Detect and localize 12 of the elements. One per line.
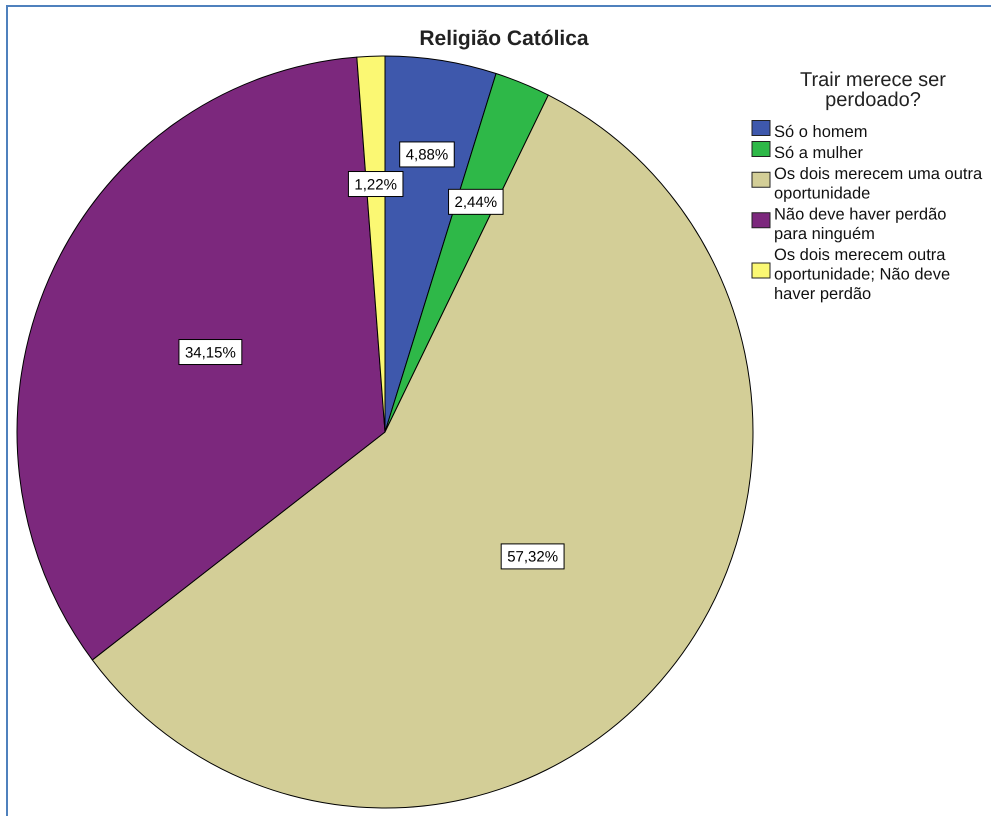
legend-label: Não deve haver perdão para ninguém bbox=[774, 206, 946, 243]
legend-label: Os dois merecem outra oportunidade; Não deve haver perdão bbox=[774, 246, 950, 303]
data-label: 1,22% bbox=[354, 176, 397, 194]
chart-title: Religião Católica bbox=[419, 27, 589, 50]
data-label: 34,15% bbox=[184, 344, 236, 362]
legend-label: Só a mulher bbox=[774, 144, 864, 162]
data-label: 2,44% bbox=[454, 194, 498, 212]
legend-title: Trair merece ser perdoado? bbox=[800, 69, 946, 111]
legend-label: Os dois merecem uma outra oportunidade bbox=[774, 165, 983, 202]
legend-label: Só o homem bbox=[774, 123, 868, 141]
data-label: 4,88% bbox=[406, 146, 448, 164]
data-label: 57,32% bbox=[507, 548, 558, 566]
